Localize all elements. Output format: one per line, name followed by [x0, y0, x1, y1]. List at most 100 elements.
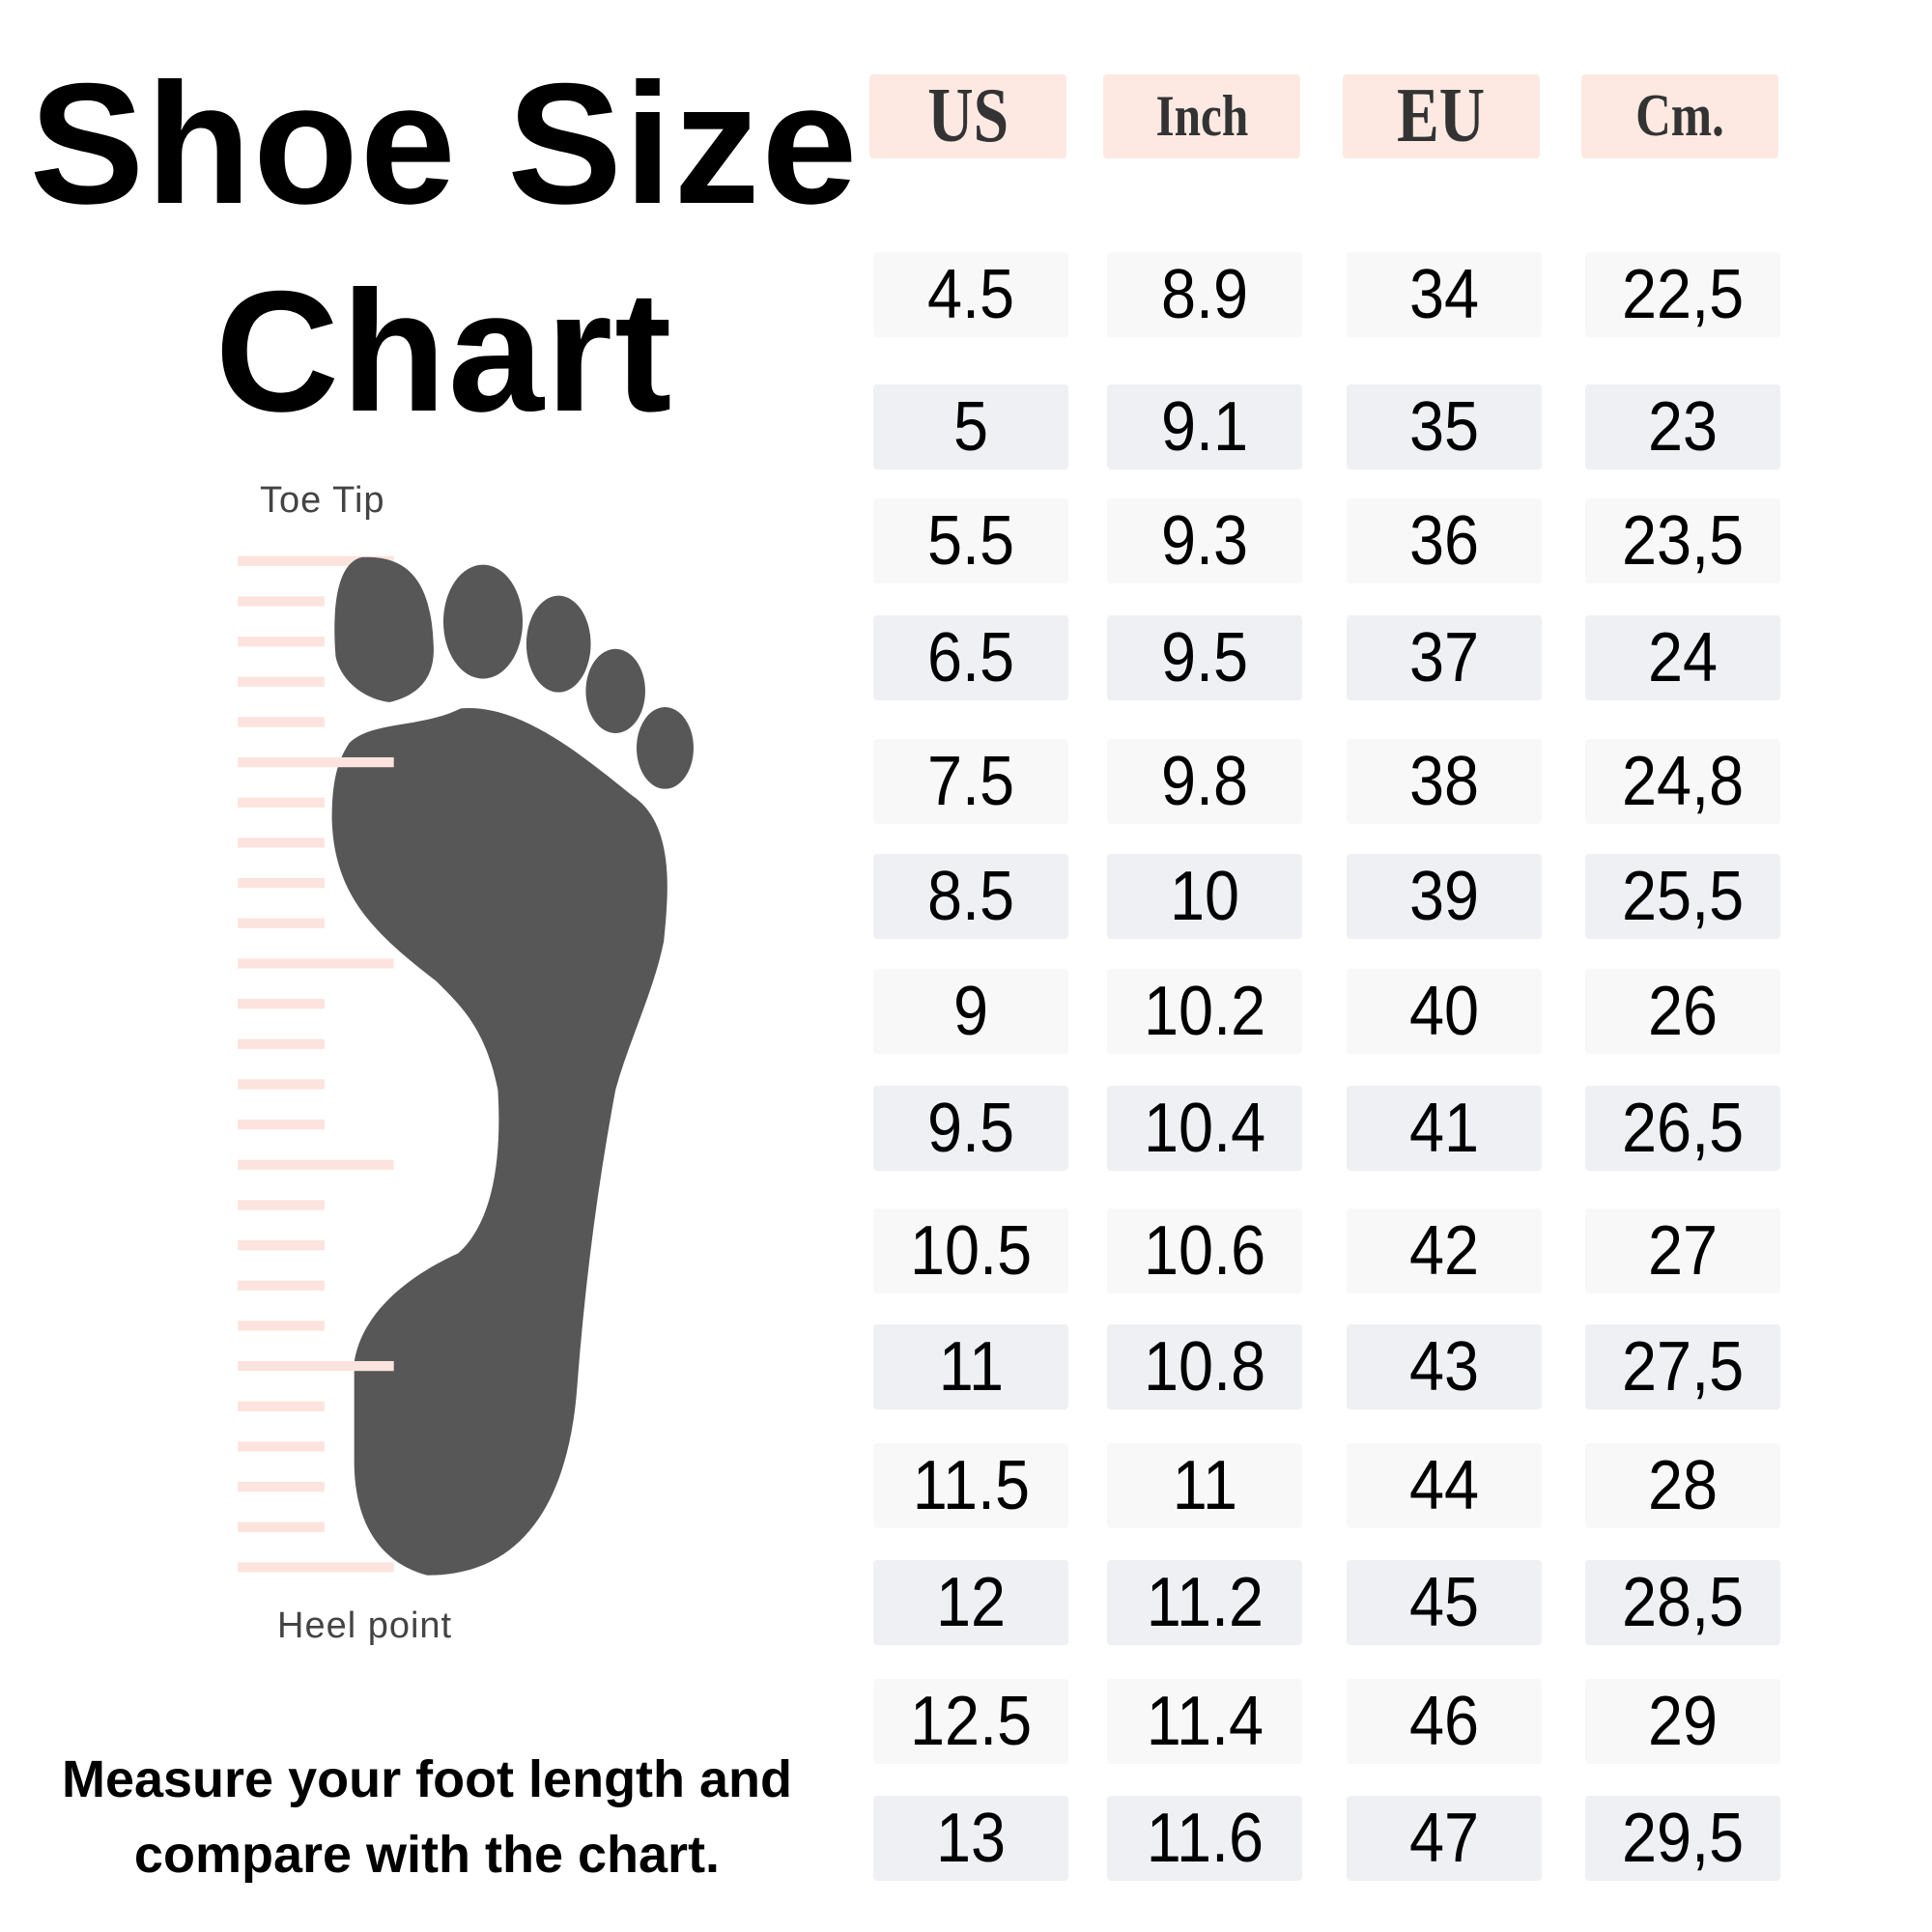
cell-value: 23,5 — [1621, 502, 1745, 580]
column-header-eu: EU — [1343, 73, 1540, 158]
cell-value: 9.5 — [1160, 619, 1249, 696]
table-cell: 24,8 — [1585, 739, 1780, 824]
column-header-label: Inch — [1155, 84, 1248, 148]
table-cell: 36 — [1347, 498, 1542, 583]
cell-value: 5 — [952, 388, 989, 466]
cell-value: 9 — [952, 973, 989, 1050]
ruler-major-tick — [238, 1360, 394, 1372]
ruler-minor-tick — [238, 1038, 325, 1049]
ruler-minor-tick — [238, 1200, 325, 1210]
table-cell: 34 — [1347, 252, 1542, 337]
cell-value: 13 — [935, 1800, 1007, 1877]
table-cell: 12 — [873, 1560, 1068, 1645]
cell-value: 38 — [1408, 743, 1480, 820]
table-cell: 11.2 — [1107, 1560, 1302, 1645]
cell-value: 6.5 — [926, 619, 1015, 696]
table-cell: 10.6 — [1107, 1208, 1302, 1293]
ruler-minor-tick — [238, 596, 325, 607]
table-cell: 10 — [1107, 854, 1302, 939]
ruler-major-tick — [238, 555, 394, 566]
table-cell: 46 — [1347, 1679, 1542, 1764]
ruler-markers — [238, 756, 394, 1372]
table-cell: 12.5 — [873, 1679, 1068, 1764]
table-cell: 43 — [1347, 1324, 1542, 1409]
ruler-major-tick — [238, 1562, 394, 1573]
table-cell: 5.5 — [873, 498, 1068, 583]
table-cell: 27 — [1585, 1208, 1780, 1293]
table-cell: 4.5 — [873, 252, 1068, 337]
cell-value: 10 — [1169, 858, 1240, 935]
cell-value: 8.9 — [1160, 256, 1249, 333]
ruler-major-tick — [238, 1159, 394, 1170]
ruler-minor-tick — [238, 676, 325, 687]
instructions-line-2: compare with the chart. — [133, 1826, 721, 1884]
ruler-minor-tick — [238, 1481, 325, 1492]
ruler-minor-tick — [238, 998, 325, 1009]
cell-value: 26,5 — [1621, 1090, 1745, 1167]
table-cell: 9.1 — [1107, 384, 1302, 469]
table-cell: 40 — [1347, 969, 1542, 1054]
cell-value: 10.8 — [1143, 1328, 1266, 1406]
ruler-minor-tick — [238, 838, 325, 848]
cell-value: 35 — [1408, 388, 1480, 466]
table-cell: 22,5 — [1585, 252, 1780, 337]
footprint-icon — [331, 556, 694, 1576]
cell-value: 46 — [1408, 1683, 1480, 1760]
table-cell: 10.8 — [1107, 1324, 1302, 1409]
cell-value: 25,5 — [1621, 858, 1745, 935]
table-cell: 8.9 — [1107, 252, 1302, 337]
table-cell: 11.5 — [873, 1443, 1068, 1528]
table-cell: 35 — [1347, 384, 1542, 469]
ruler-minor-tick — [238, 1119, 325, 1130]
heel-point-label: Heel point — [277, 1605, 453, 1646]
toe-2 — [442, 564, 524, 679]
ruler-minor-tick — [238, 1401, 325, 1411]
column-header-cm: Cm. — [1581, 74, 1778, 158]
table-cell: 11.4 — [1107, 1679, 1302, 1764]
ruler-minor-tick — [238, 636, 325, 647]
table-cell: 45 — [1347, 1560, 1542, 1645]
table-cell: 25,5 — [1585, 854, 1780, 939]
cell-value: 27,5 — [1621, 1328, 1745, 1406]
cell-value: 12 — [935, 1564, 1007, 1641]
table-cell: 11 — [873, 1324, 1068, 1409]
table-cell: 28 — [1585, 1443, 1780, 1528]
cell-value: 29,5 — [1621, 1800, 1745, 1877]
toe-4 — [585, 648, 645, 733]
table-cell: 41 — [1347, 1086, 1542, 1171]
table-cell: 6.5 — [873, 615, 1068, 700]
column-header-label: EU — [1397, 73, 1486, 158]
cell-value: 43 — [1408, 1328, 1480, 1406]
table-cell: 26 — [1585, 969, 1780, 1054]
cell-value: 10.6 — [1143, 1212, 1266, 1290]
cell-value: 10.2 — [1143, 973, 1266, 1050]
cell-value: 34 — [1408, 256, 1480, 333]
table-cell: 5 — [873, 384, 1068, 469]
cell-value: 9.8 — [1160, 743, 1249, 820]
cell-value: 12.5 — [909, 1683, 1033, 1760]
table-cell: 24 — [1585, 615, 1780, 700]
table-cell: 26,5 — [1585, 1086, 1780, 1171]
table-cell: 42 — [1347, 1208, 1542, 1293]
table-cell: 11.6 — [1107, 1796, 1302, 1881]
ruler-minor-tick — [238, 1239, 325, 1251]
table-cell: 7.5 — [873, 739, 1068, 824]
table-cell: 9.3 — [1107, 498, 1302, 583]
table-cell: 10.4 — [1107, 1086, 1302, 1171]
cell-value: 28 — [1647, 1447, 1719, 1524]
table-cell: 44 — [1347, 1443, 1542, 1528]
toe-tip-label: Toe Tip — [260, 480, 385, 521]
ruler-minor-tick — [238, 1521, 325, 1532]
cell-value: 4.5 — [926, 256, 1015, 333]
table-cell: 39 — [1347, 854, 1542, 939]
big-toe — [334, 556, 434, 702]
ruler-minor-tick — [238, 797, 325, 808]
cell-value: 11.4 — [1146, 1683, 1264, 1760]
table-cell: 9 — [873, 969, 1068, 1054]
cell-value: 44 — [1408, 1447, 1480, 1524]
table-cell: 29,5 — [1585, 1796, 1780, 1881]
column-header-inch: Inch — [1103, 74, 1300, 158]
ruler-minor-tick — [238, 1280, 325, 1291]
table-cell: 29 — [1585, 1679, 1780, 1764]
